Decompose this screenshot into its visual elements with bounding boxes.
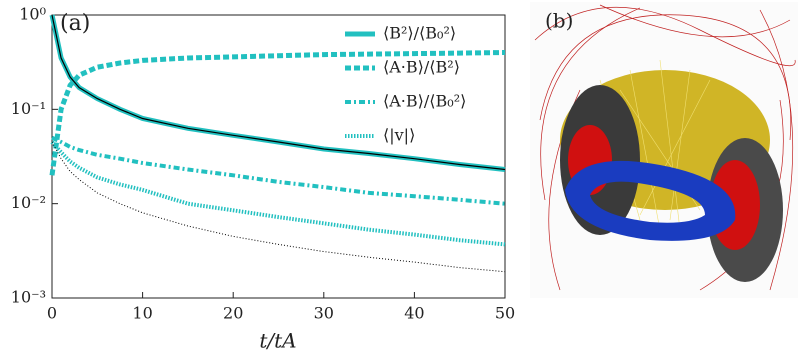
y-tick-label: 10⁻² xyxy=(11,193,46,212)
x-axis-label: t/tA xyxy=(259,329,296,353)
legend-label: ⟨A·B⟩/⟨B₀²⟩ xyxy=(383,92,466,111)
panel-label: (b) xyxy=(545,9,573,33)
series-line xyxy=(50,140,506,247)
panel-b: (b) xyxy=(530,2,798,298)
tube-blue xyxy=(565,160,736,241)
legend-label: ⟨|v|⟩ xyxy=(383,126,415,145)
x-tick-label: 0 xyxy=(47,304,57,323)
y-tick-label: 10⁻³ xyxy=(11,288,46,307)
panel-label: (a) xyxy=(60,11,90,36)
x-tick-label: 10 xyxy=(132,304,152,323)
x-tick-label: 20 xyxy=(223,304,243,323)
series-line xyxy=(49,50,506,176)
legend-label: ⟨A·B⟩/⟨B²⟩ xyxy=(383,58,460,77)
x-tick-label: 30 xyxy=(314,304,334,323)
field-lines-red xyxy=(534,4,796,291)
series-centerline xyxy=(51,14,506,171)
legend-label: ⟨B²⟩/⟨B₀²⟩ xyxy=(383,24,456,43)
plot-frame xyxy=(51,14,506,299)
x-tick-label: 50 xyxy=(495,304,515,323)
series-line xyxy=(51,135,506,206)
x-tick-label: 40 xyxy=(404,304,424,323)
y-tick-label: 10⁻¹ xyxy=(11,99,46,118)
series-line xyxy=(51,141,506,273)
y-tick-label: 10⁰ xyxy=(19,5,46,24)
